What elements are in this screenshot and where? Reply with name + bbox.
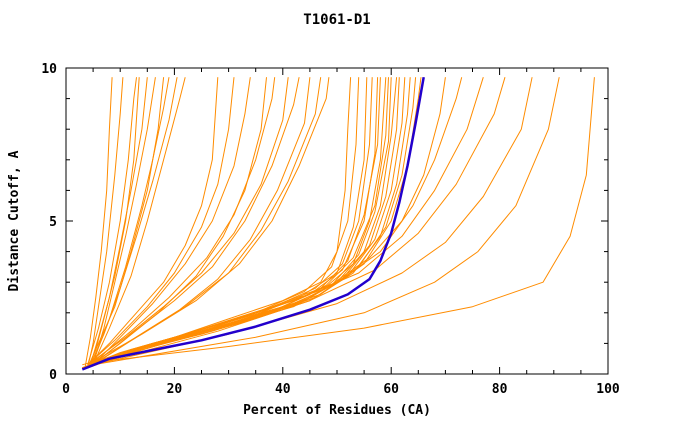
series-line-model-41 — [93, 77, 560, 366]
series-line-model-37 — [87, 77, 463, 366]
x-tick-label: 60 — [383, 382, 399, 397]
series-line-model-27 — [82, 77, 387, 369]
series-line-model-20 — [87, 77, 330, 366]
series-line-model-02 — [87, 77, 124, 369]
series-line-model-42 — [98, 77, 595, 363]
chart-title: T1061-D1 — [303, 12, 370, 28]
series-line-model-19 — [92, 77, 322, 366]
series-line-model-06 — [87, 77, 165, 369]
x-tick-label: 0 — [62, 382, 70, 397]
axis-layer: 0 20 40 60 80 100 0 5 10 — [41, 62, 620, 397]
series-line-model-38 — [92, 77, 484, 363]
x-tick-label: 100 — [596, 382, 620, 397]
y-axis-label: Distance Cutoff, A — [7, 150, 22, 291]
series-line-model-03 — [87, 77, 137, 365]
x-axis-label: Percent of Residues (CA) — [243, 403, 431, 418]
series-layer — [81, 76, 595, 371]
series-line-model-08 — [89, 77, 178, 366]
series-line-model-15 — [92, 77, 276, 363]
series-line-model-33 — [82, 77, 411, 369]
series-line-model-16 — [87, 77, 289, 366]
x-tick-label: 20 — [167, 382, 183, 397]
series-line-model-13 — [92, 77, 251, 366]
series-line-model-04 — [89, 77, 148, 365]
series-line-model-34 — [87, 77, 417, 366]
series-line-model-01 — [84, 77, 113, 368]
y-tick-label: 0 — [49, 368, 57, 383]
series-line-model-09 — [92, 77, 186, 366]
series-line-model-10 — [87, 77, 140, 369]
y-tick-label: 10 — [41, 62, 57, 77]
series-line-model-05 — [92, 77, 156, 365]
x-tick-label: 40 — [275, 382, 291, 397]
series-line-model-17 — [92, 77, 300, 366]
y-tick-label: 5 — [49, 215, 57, 230]
x-tick-label: 80 — [492, 382, 508, 397]
series-line-model-12 — [87, 77, 235, 366]
series-line-highlighted-model — [81, 76, 425, 371]
series-line-model-39 — [92, 77, 506, 366]
series-line-model-30 — [87, 77, 398, 369]
series-line-model-11 — [87, 77, 219, 366]
series-line-model-18 — [87, 77, 311, 369]
